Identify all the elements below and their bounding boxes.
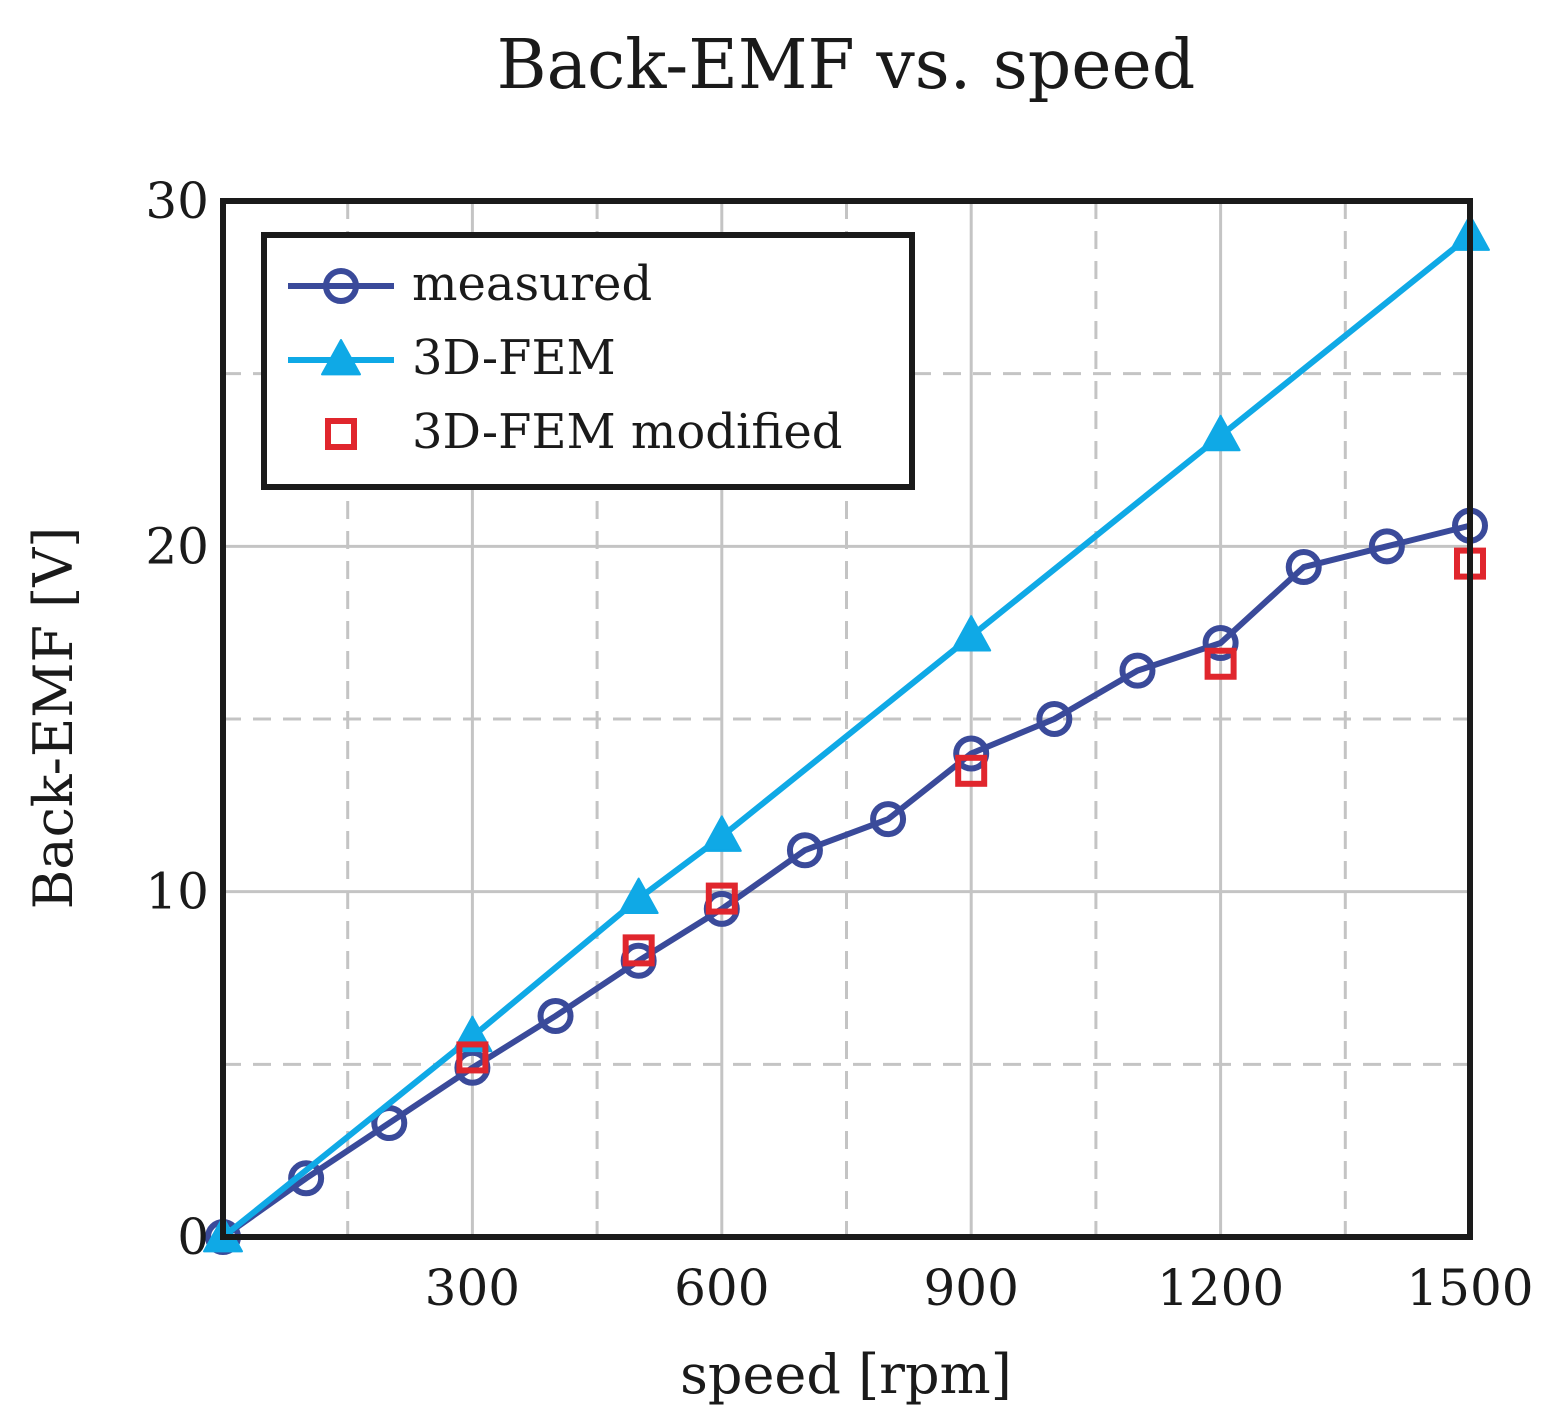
x-tick-label: 900 xyxy=(923,1259,1018,1317)
legend-swatch-marker xyxy=(321,339,361,376)
plot-series-layer xyxy=(203,214,1490,1255)
plot-frame xyxy=(220,198,1473,1240)
data-point-measured xyxy=(1202,625,1239,662)
data-point-measured xyxy=(953,735,990,772)
chart-title: Back-EMF vs. speed xyxy=(497,26,1196,105)
y-tick-labels: 0 10 20 30 xyxy=(145,172,209,1266)
legend-label-measured: measured xyxy=(412,256,652,312)
data-point-measured xyxy=(870,801,907,838)
series-measured xyxy=(205,507,1488,1255)
data-point-3d-fem-modified xyxy=(955,754,988,787)
x-tick-label: 600 xyxy=(674,1259,769,1317)
data-point-measured xyxy=(786,832,823,869)
x-tick-label: 1500 xyxy=(1406,1259,1533,1317)
data-point-3d-fem-modified xyxy=(456,1041,489,1074)
data-point-3d-fem-modified xyxy=(622,934,655,967)
legend-swatch-marker xyxy=(325,418,357,450)
y-axis-label: Back-EMF [V] xyxy=(22,527,85,910)
legend-label-3d-fem-modified: 3D-FEM modified xyxy=(412,404,843,460)
data-point-measured xyxy=(371,1105,408,1142)
data-point-3d-fem xyxy=(618,877,659,914)
data-point-3d-fem xyxy=(951,615,992,652)
y-tick-label: 10 xyxy=(145,863,209,921)
legend-item-3d-fem xyxy=(288,339,394,376)
data-point-measured xyxy=(1036,701,1073,737)
legend-label-3d-fem: 3D-FEM xyxy=(412,330,616,386)
data-point-3d-fem-modified xyxy=(705,882,738,915)
series-3d-fem-modified xyxy=(456,547,1486,1074)
data-point-3d-fem xyxy=(1200,414,1241,452)
legend-item-measured xyxy=(288,268,394,304)
x-tick-label: 1200 xyxy=(1157,1259,1284,1317)
x-tick-label: 300 xyxy=(425,1259,520,1317)
legend-item-3d-fem-modified xyxy=(325,418,357,450)
y-tick-label: 30 xyxy=(145,172,209,230)
legend: measured 3D-FEM 3D-FEM modified xyxy=(261,232,915,490)
data-point-measured xyxy=(288,1160,325,1197)
data-point-measured xyxy=(537,997,574,1034)
x-tick-labels: 300 600 900 1200 1500 xyxy=(425,1259,1534,1317)
y-tick-label: 20 xyxy=(145,517,209,575)
legend-swatch-marker xyxy=(323,268,359,304)
data-point-measured xyxy=(1119,652,1156,689)
y-tick-label: 0 xyxy=(177,1208,209,1266)
data-point-3d-fem-modified xyxy=(1204,647,1237,680)
data-point-measured xyxy=(1368,528,1405,565)
data-point-3d-fem xyxy=(701,815,742,852)
x-axis-label: speed [rpm] xyxy=(680,1343,1012,1406)
data-point-measured xyxy=(1285,549,1322,586)
series-line-measured xyxy=(221,522,1471,1240)
